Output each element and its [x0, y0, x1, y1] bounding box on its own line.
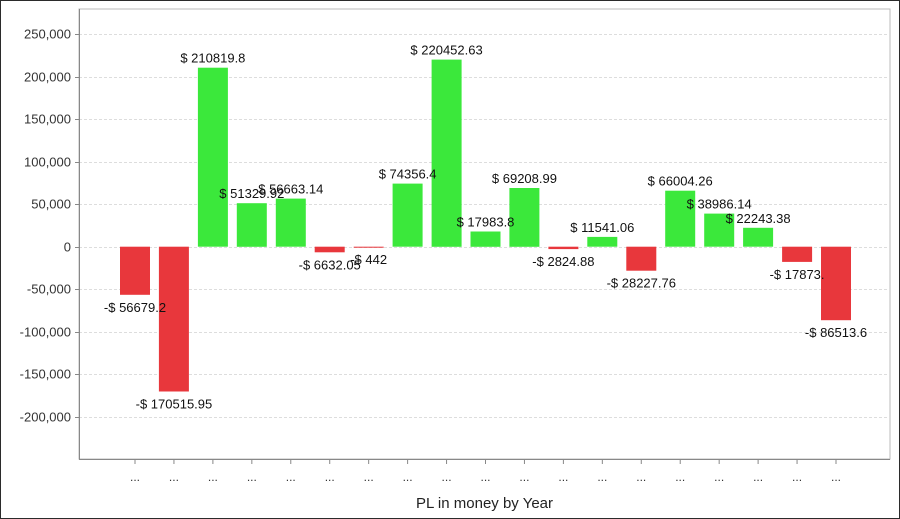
- bar-positive: [470, 231, 501, 247]
- x-tick-label: ...: [636, 470, 646, 484]
- x-tick-label: ...: [675, 470, 685, 484]
- bar-positive: [236, 203, 267, 247]
- x-tick-label: ...: [130, 470, 140, 484]
- y-tick-label: 250,000: [24, 27, 71, 42]
- data-label: -$ 442: [350, 252, 387, 267]
- x-tick-label: ...: [558, 470, 568, 484]
- x-tick-label: ...: [831, 470, 841, 484]
- x-tick-label: ...: [519, 470, 529, 484]
- x-tick-label: ...: [286, 470, 296, 484]
- bar-negative: [353, 246, 384, 248]
- bar-negative: [158, 246, 189, 392]
- y-tick-label: 200,000: [24, 70, 71, 85]
- data-label: -$ 6632.05: [299, 257, 361, 272]
- x-tick-label: ...: [753, 470, 763, 484]
- bar-positive: [431, 59, 462, 247]
- bar-positive: [275, 198, 306, 247]
- x-tick-label: ...: [325, 470, 335, 484]
- data-label: -$ 17873.: [770, 267, 825, 282]
- x-tick-label: ...: [364, 470, 374, 484]
- x-tick-label: ...: [247, 470, 257, 484]
- y-tick-label: -100,000: [20, 325, 71, 340]
- bar-negative: [626, 246, 657, 271]
- y-tick-label: 100,000: [24, 155, 71, 170]
- axes: [75, 9, 890, 464]
- data-label: -$ 28227.76: [607, 276, 676, 291]
- data-label: $ 66004.26: [648, 174, 713, 189]
- bar-positive: [587, 236, 618, 247]
- x-tick-label: ...: [792, 470, 802, 484]
- data-label: $ 74356.4: [379, 167, 437, 182]
- data-label: $ 17983.8: [457, 215, 515, 230]
- x-tick-label: ...: [403, 470, 413, 484]
- bar-positive: [743, 227, 774, 247]
- data-label: -$ 2824.88: [532, 254, 594, 269]
- bar-positive: [665, 190, 696, 247]
- y-tick-label: 50,000: [31, 197, 71, 212]
- y-tick-label: -200,000: [20, 410, 71, 425]
- x-axis-title: PL in money by Year: [416, 495, 553, 512]
- bar-positive: [509, 188, 540, 247]
- y-tick-labels: -200,000 -150,000 -100,000 -50,000 0 50,000 10…: [20, 27, 71, 425]
- data-label: -$ 170515.95: [136, 397, 213, 412]
- bar-negative: [821, 246, 851, 321]
- y-tick-label: 150,000: [24, 112, 71, 127]
- x-tick-label: ...: [714, 470, 724, 484]
- bar-negative: [120, 246, 150, 295]
- y-tick-label: -150,000: [20, 367, 71, 382]
- x-tick-label: ...: [442, 470, 452, 484]
- data-label: $ 220452.63: [410, 43, 482, 58]
- bar-negative: [782, 246, 813, 262]
- x-tick-label: ...: [169, 470, 179, 484]
- bar-positive: [197, 67, 228, 247]
- data-label: $ 56663.14: [258, 182, 323, 197]
- data-labels: -$ 56679.2 -$ 170515.95 $ 210819.8 $ 51329.…: [104, 43, 867, 412]
- data-label: -$ 86513.6: [805, 325, 867, 340]
- data-label: $ 22243.38: [726, 211, 791, 226]
- bar-positive: [392, 183, 423, 247]
- data-label: $ 51329.92: [219, 186, 284, 201]
- data-label: $ 69208.99: [492, 171, 557, 186]
- data-label: $ 38986.14: [687, 197, 752, 212]
- y-tick-label: 0: [64, 240, 71, 255]
- x-tick-label: ...: [208, 470, 218, 484]
- bar-negative: [548, 246, 579, 250]
- bar-positive: [704, 213, 735, 247]
- bars: [120, 59, 851, 392]
- bar-negative: [314, 246, 345, 253]
- data-label: $ 210819.8: [180, 51, 245, 66]
- y-tick-label: -50,000: [27, 282, 71, 297]
- data-label: $ 11541.06: [570, 220, 634, 235]
- x-tick-label: ...: [480, 470, 490, 484]
- data-label: -$ 56679.2: [104, 300, 166, 315]
- x-tick-label: ...: [597, 470, 607, 484]
- x-tick-labels: ........................................…: [130, 470, 841, 484]
